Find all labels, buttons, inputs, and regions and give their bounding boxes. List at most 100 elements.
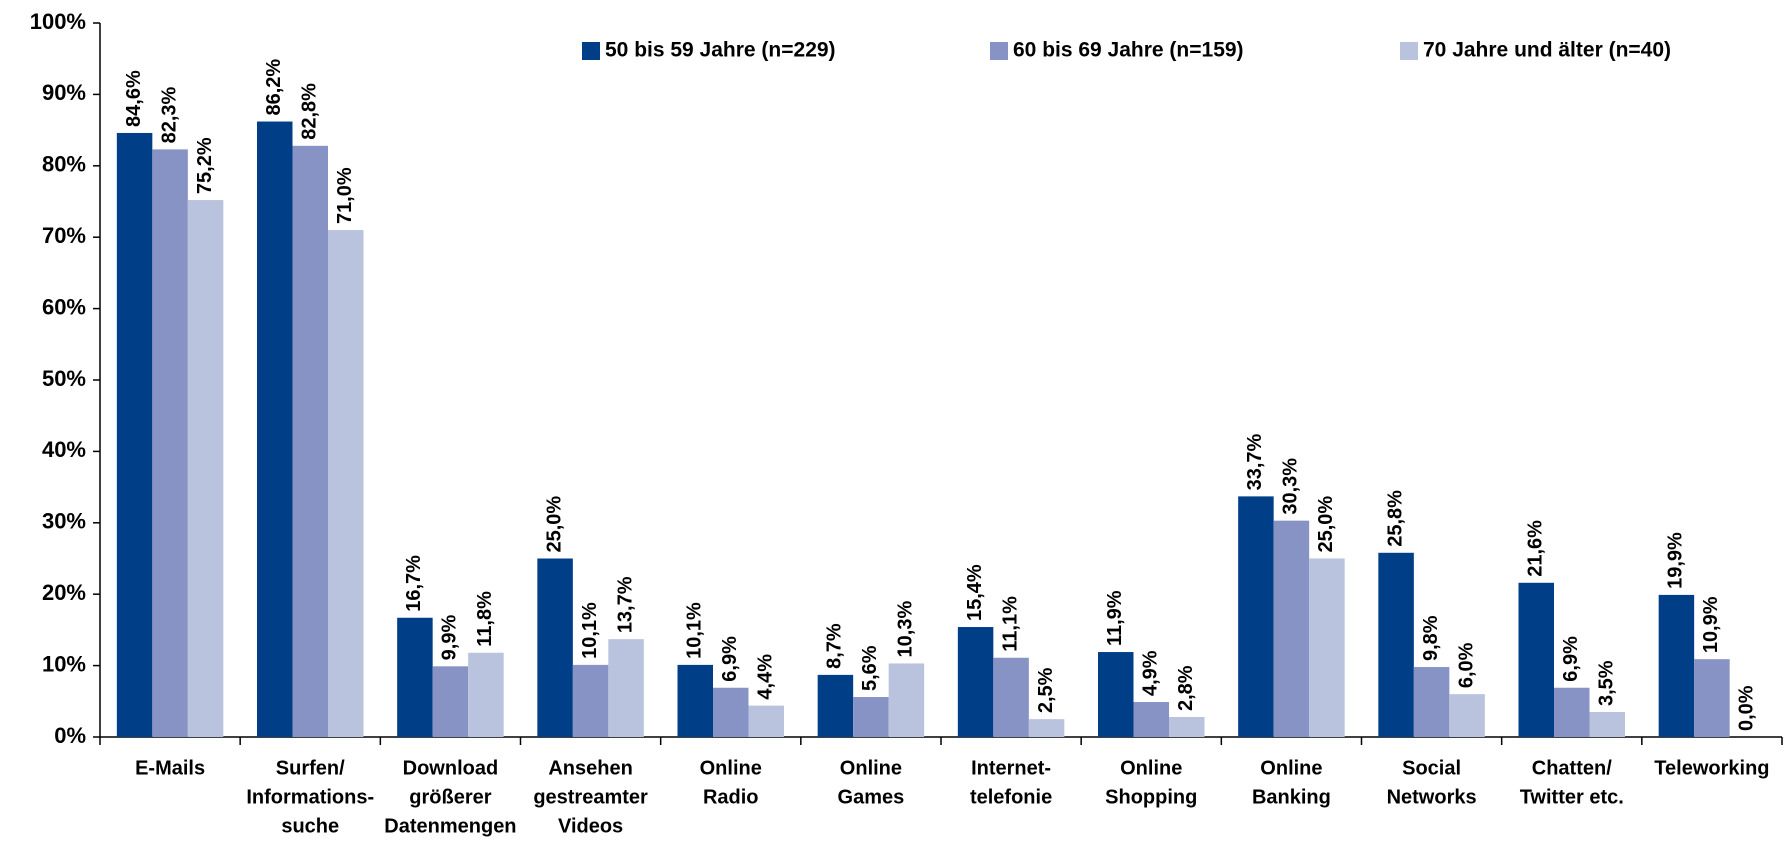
bar [957, 627, 994, 737]
value-label: 6,9% [719, 636, 741, 682]
x-tick-label: telefonie [970, 786, 1052, 808]
bar [608, 639, 644, 737]
value-label: 82,8% [299, 83, 321, 140]
value-label: 19,9% [1665, 532, 1687, 589]
value-label: 71,0% [334, 167, 356, 224]
bar [432, 666, 469, 737]
x-tick-label: Games [838, 786, 905, 808]
bar [1658, 594, 1695, 737]
x-tick-label: Download [403, 757, 499, 779]
x-tick-label: Online [1120, 757, 1182, 779]
x-tick-label: Twitter etc. [1520, 786, 1624, 808]
value-label: 11,9% [1104, 590, 1126, 646]
bar [677, 664, 713, 737]
x-tick-label: Online [700, 757, 762, 779]
bar [328, 230, 364, 737]
bar [713, 687, 749, 737]
x-tick-label: Online [840, 757, 902, 779]
value-label: 25,0% [1315, 496, 1337, 553]
value-label: 0,0% [1736, 685, 1758, 731]
value-label: 82,3% [158, 86, 180, 143]
y-tick-label: 10% [42, 651, 86, 676]
legend-swatch [582, 42, 600, 60]
bar [1554, 687, 1590, 737]
bar [888, 663, 925, 737]
x-tick-label: Surfen/ [276, 757, 345, 779]
value-label: 9,9% [439, 615, 461, 661]
value-label: 13,7% [614, 576, 636, 633]
value-label: 21,6% [1525, 520, 1547, 577]
bar [853, 697, 889, 737]
legend-label: 50 bis 59 Jahre (n=229) [605, 39, 836, 62]
value-label: 75,2% [194, 137, 216, 194]
bar [1169, 717, 1205, 737]
bar [152, 149, 188, 738]
bar [1309, 558, 1345, 737]
bar [1518, 582, 1554, 737]
bar [993, 657, 1029, 737]
x-tick-label: Datenmengen [384, 815, 516, 837]
x-tick-label: gestreamter [533, 786, 648, 808]
legend-swatch [1400, 42, 1418, 60]
x-tick-label: Videos [558, 815, 623, 837]
value-label: 86,2% [263, 59, 285, 116]
value-label: 11,8% [474, 591, 496, 647]
value-label: 25,0% [543, 496, 565, 553]
value-label: 2,8% [1175, 665, 1197, 711]
bar [1449, 694, 1485, 737]
x-tick-label: größerer [409, 786, 491, 808]
x-tick-label: Chatten/ [1532, 757, 1612, 779]
value-label: 15,4% [964, 564, 986, 621]
value-label: 6,9% [1560, 636, 1582, 682]
value-label: 10,3% [895, 601, 917, 658]
value-label: 4,4% [755, 654, 777, 700]
value-label: 5,6% [859, 645, 881, 691]
y-tick-label: 20% [42, 580, 86, 605]
bar [817, 674, 854, 737]
value-label: 3,5% [1596, 660, 1618, 706]
x-tick-label: suche [281, 815, 339, 837]
value-label: 2,5% [1035, 667, 1057, 713]
y-tick-label: 60% [42, 294, 86, 319]
x-tick-label: Banking [1252, 786, 1331, 808]
bar [537, 558, 573, 737]
bar [468, 652, 504, 737]
bar [572, 664, 609, 737]
y-tick-label: 80% [42, 152, 86, 177]
bar [1238, 496, 1274, 737]
bar [1133, 702, 1169, 737]
value-label: 11,1% [999, 596, 1021, 652]
bar [1589, 712, 1625, 737]
bar [397, 617, 433, 737]
bar [1273, 520, 1310, 737]
value-label: 16,7% [403, 555, 425, 612]
y-tick-label: 30% [42, 509, 86, 534]
value-label: 25,8% [1384, 490, 1406, 547]
bar [187, 200, 224, 737]
legend-label: 70 Jahre und älter (n=40) [1423, 39, 1671, 62]
value-label: 9,8% [1420, 615, 1442, 661]
y-tick-label: 100% [30, 9, 86, 34]
x-tick-label: Radio [703, 786, 759, 808]
y-tick-label: 50% [42, 366, 86, 391]
x-tick-label: Internet- [971, 757, 1051, 779]
x-tick-label: Informations- [246, 786, 374, 808]
bar [292, 145, 328, 738]
bar [116, 132, 153, 737]
x-tick-label: Shopping [1105, 786, 1197, 808]
bar [257, 121, 293, 738]
bar [1413, 667, 1450, 737]
value-label: 30,3% [1280, 458, 1302, 515]
bar [748, 705, 784, 737]
value-label: 4,9% [1140, 650, 1162, 696]
y-tick-label: 70% [42, 223, 86, 248]
x-tick-label: Social [1402, 757, 1461, 779]
value-label: 10,9% [1700, 596, 1722, 653]
legend-swatch [990, 42, 1008, 60]
legend-label: 60 bis 69 Jahre (n=159) [1013, 39, 1244, 62]
value-label: 33,7% [1244, 433, 1266, 490]
bar [1098, 652, 1134, 737]
x-tick-label: E-Mails [135, 757, 205, 779]
